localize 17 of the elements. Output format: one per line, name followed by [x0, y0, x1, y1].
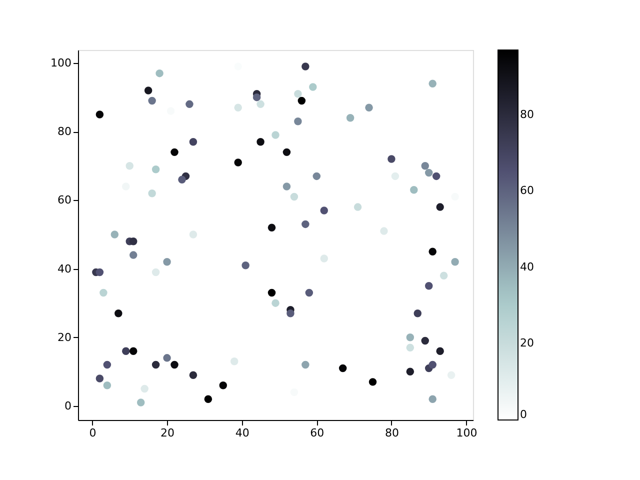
color-bar-label: 40 [520, 260, 534, 274]
y-tick-label: 80 [58, 125, 72, 138]
x-tick-label: 100 [456, 426, 478, 440]
y-tick-label: 60 [58, 194, 72, 207]
y-tick-label: 100 [50, 56, 72, 70]
color-bar-label: 80 [520, 108, 534, 121]
y-tick-label: 20 [58, 330, 72, 344]
x-tick-label: 80 [384, 426, 399, 440]
color-bar-label: 60 [520, 184, 534, 198]
x-tick-label: 60 [310, 426, 324, 440]
x-tick-label: 20 [160, 426, 175, 440]
y-tick-label: 0 [64, 399, 72, 412]
x-tick-label: 40 [235, 426, 250, 440]
y-tick-label: 40 [58, 262, 72, 276]
color-bar-label: 20 [520, 336, 534, 350]
x-tick-label: 0 [89, 426, 96, 440]
color-bar-label: 0 [520, 408, 527, 421]
